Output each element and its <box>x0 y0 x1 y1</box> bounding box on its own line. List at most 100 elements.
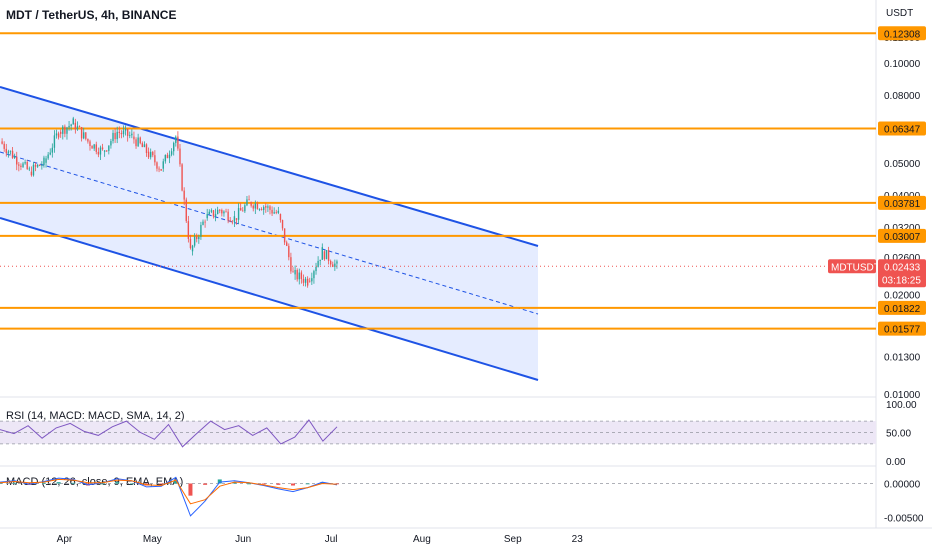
candle-body-75 <box>158 168 160 170</box>
candle-body-108 <box>227 211 229 221</box>
candle-body-1 <box>3 143 5 149</box>
horizontal-levels[interactable] <box>0 32 876 330</box>
candle-body-70 <box>147 151 150 158</box>
macd-histogram-bar-13 <box>188 483 193 496</box>
candle-body-45 <box>95 144 97 152</box>
level-tag-4 <box>878 300 926 315</box>
candle-body-21 <box>45 158 47 163</box>
level-tag-5 <box>878 321 926 336</box>
candle-body-88 <box>185 199 187 222</box>
candle-body-42 <box>89 141 91 147</box>
candle-body-79 <box>166 154 169 159</box>
macd-histogram-bar-12 <box>173 480 178 484</box>
candle-body-132 <box>277 210 280 213</box>
current-price-label: 0.02433 <box>884 262 921 273</box>
candle-body-96 <box>202 221 204 225</box>
candle-body-44 <box>93 144 95 149</box>
level-tag-label-3: 0.03007 <box>884 232 921 243</box>
macd-histogram-bar-11 <box>159 483 164 485</box>
macd-histogram-bar-3 <box>41 482 46 484</box>
level-tag-0 <box>878 26 926 41</box>
candle-body-54 <box>114 132 116 140</box>
candle-body-18 <box>39 164 41 166</box>
descending-channel[interactable] <box>0 86 539 381</box>
candle-body-41 <box>87 138 89 142</box>
macd-tick-0: 0.00000 <box>884 480 921 491</box>
candle-body-91 <box>191 245 194 252</box>
symbol-title[interactable]: MDT / TetherUS, 4h, BINANCE <box>6 8 177 22</box>
candle-body-80 <box>168 154 171 159</box>
candle-body-29 <box>62 126 64 134</box>
candle-body-63 <box>133 136 135 140</box>
candle-body-142 <box>298 272 300 280</box>
rsi-label[interactable]: RSI (14, MACD: MACD, SMA, 14, 2) <box>6 410 185 422</box>
candle-body-83 <box>175 136 177 143</box>
candle-body-25 <box>53 135 56 148</box>
macd-histogram-bar-7 <box>100 483 105 485</box>
candle-body-152 <box>319 259 321 261</box>
candle-body-33 <box>70 124 72 126</box>
candle-body-107 <box>225 211 227 213</box>
candle-body-30 <box>64 126 66 134</box>
price-tick-1: 0.10000 <box>884 59 921 70</box>
candle-body-131 <box>275 212 277 214</box>
candle-body-135 <box>283 228 286 243</box>
candle-body-43 <box>91 146 93 149</box>
macd-histogram-bar-18 <box>261 483 266 485</box>
candle-body-111 <box>233 216 236 222</box>
candle-body-5 <box>11 150 14 158</box>
candle-body-50 <box>106 150 108 152</box>
candle-body-23 <box>49 152 51 155</box>
level-tag-label-2: 0.03781 <box>884 199 921 210</box>
candle-body-158 <box>332 264 334 267</box>
candle-body-89 <box>187 221 190 239</box>
candle-body-13 <box>28 168 30 170</box>
macd-label[interactable]: MACD (12, 26, close, 9, EMA, EMA) <box>6 476 184 488</box>
candle-body-11 <box>24 162 26 164</box>
level-tag-label-5: 0.01577 <box>884 325 921 336</box>
macd-histogram-bar-0 <box>0 482 2 484</box>
candle-body-47 <box>99 147 102 155</box>
candle-body-156 <box>327 250 330 261</box>
candle-body-58 <box>122 130 125 135</box>
price-tick-6: 0.02600 <box>884 253 921 264</box>
time-tick-3: Jul <box>325 534 338 545</box>
candle-body-140 <box>294 270 296 275</box>
candle-body-93 <box>196 236 198 240</box>
candle-body-90 <box>189 238 192 249</box>
candle-body-57 <box>120 132 123 135</box>
time-axis[interactable]: Apr May Jun Jul Aug Sep 23 <box>57 534 584 545</box>
candle-body-15 <box>32 164 35 176</box>
symbol-tag <box>828 259 876 274</box>
macd-histogram-bar-5 <box>71 482 76 484</box>
candle-body-8 <box>18 164 20 166</box>
candle-body-129 <box>271 209 273 214</box>
macd-histogram-bar-8 <box>115 482 120 484</box>
rsi-tick-0: 100.00 <box>886 400 917 411</box>
time-tick-4: Aug <box>413 534 431 545</box>
candle-body-100 <box>210 210 213 212</box>
candle-body-119 <box>250 202 252 206</box>
candle-body-147 <box>309 280 311 282</box>
candle-body-102 <box>214 214 217 217</box>
candle-body-55 <box>116 131 118 140</box>
level-tag-3 <box>878 228 926 243</box>
candle-body-144 <box>302 279 305 283</box>
candle-body-123 <box>258 209 261 210</box>
candle-body-9 <box>20 165 22 167</box>
candle-body-31 <box>66 127 68 134</box>
rsi-tick-2: 0.00 <box>886 457 906 468</box>
candle-body-76 <box>160 169 162 171</box>
candle-body-48 <box>101 147 104 150</box>
candle-body-61 <box>129 135 131 137</box>
candle-body-103 <box>216 209 219 215</box>
candle-body-136 <box>286 242 288 246</box>
candle-body-126 <box>265 206 267 208</box>
candle-body-104 <box>219 209 221 211</box>
candle-body-78 <box>164 154 167 162</box>
candle-body-64 <box>135 139 137 147</box>
countdown-label: 03:18:25 <box>882 275 921 286</box>
candle-body-113 <box>237 208 240 220</box>
level-tag-label-1: 0.06347 <box>884 124 921 135</box>
